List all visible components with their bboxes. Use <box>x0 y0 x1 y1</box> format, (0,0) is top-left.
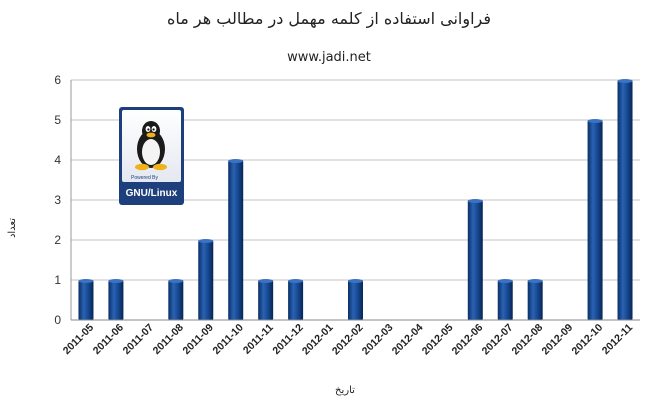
x-axis-label: تاریخ <box>335 385 355 396</box>
bar-cap <box>348 279 363 283</box>
x-tick-label: 2012-08 <box>510 322 546 358</box>
x-tick-label: 2012-03 <box>360 322 396 358</box>
bar <box>258 280 274 320</box>
x-tick-label: 2012-06 <box>450 322 486 358</box>
bar-cap <box>108 279 124 283</box>
bar <box>108 280 124 320</box>
y-tick-label: 1 <box>54 273 61 287</box>
y-tick-label: 4 <box>54 153 61 167</box>
bar <box>288 280 304 320</box>
badge-powered-by: Powered By <box>131 175 158 181</box>
bar-cap <box>228 159 244 163</box>
bar <box>348 280 363 320</box>
bar-cap <box>198 239 214 243</box>
y-axis-label: تعداد <box>7 218 18 238</box>
x-tick-label: 2011-11 <box>241 322 276 357</box>
gnu-linux-badge: Powered By GNU/Linux <box>119 107 184 205</box>
bar-cap <box>617 79 633 83</box>
y-tick-label: 6 <box>54 73 61 87</box>
bar-cap <box>467 199 483 203</box>
x-tick-label: 2011-06 <box>91 322 126 357</box>
bar-cap <box>258 279 274 283</box>
x-tick-label: 2011-10 <box>210 322 245 357</box>
x-tick-label: 2012-09 <box>540 322 576 358</box>
bar-cap <box>527 279 543 283</box>
chart-subtitle: www.jadi.net <box>287 50 371 65</box>
x-tick-label: 2011-12 <box>270 322 305 357</box>
y-tick-label: 2 <box>54 233 61 247</box>
bar <box>198 240 214 320</box>
chart-title: فراوانی استفاده از کلمه مهمل در مطالب هر… <box>167 9 491 29</box>
bar <box>587 120 603 320</box>
bar <box>168 280 184 320</box>
x-tick-label: 2012-10 <box>569 322 605 358</box>
bar <box>527 280 543 320</box>
badge-label: GNU/Linux <box>126 188 178 199</box>
x-tick-label: 2012-11 <box>600 322 635 357</box>
bar <box>78 280 94 320</box>
x-tick-label: 2012-07 <box>480 322 516 358</box>
bar-cap <box>587 119 603 123</box>
y-tick-label: 5 <box>54 113 61 127</box>
x-axis-ticks: 2011-052011-062011-072011-082011-092011-… <box>61 322 635 358</box>
bars <box>78 79 633 320</box>
x-tick-label: 2012-01 <box>300 322 336 358</box>
y-tick-label: 0 <box>54 313 61 327</box>
bar-cap <box>78 279 94 283</box>
x-tick-label: 2011-09 <box>181 322 216 357</box>
x-tick-label: 2012-02 <box>330 322 366 358</box>
x-tick-label: 2011-07 <box>121 322 156 357</box>
x-tick-label: 2012-04 <box>390 322 426 358</box>
bar-cap <box>497 279 513 283</box>
bar <box>497 280 513 320</box>
bar <box>228 160 244 320</box>
bar <box>467 200 483 320</box>
bar-cap <box>288 279 304 283</box>
tux-penguin-icon <box>135 121 167 171</box>
x-tick-label: 2011-05 <box>61 322 96 357</box>
y-tick-label: 3 <box>54 193 61 207</box>
bar-cap <box>168 279 184 283</box>
x-tick-label: 2012-05 <box>420 322 456 358</box>
x-tick-label: 2011-08 <box>151 322 186 357</box>
y-axis-ticks: 0 1 2 3 4 5 6 <box>54 73 61 327</box>
bar <box>617 80 633 320</box>
